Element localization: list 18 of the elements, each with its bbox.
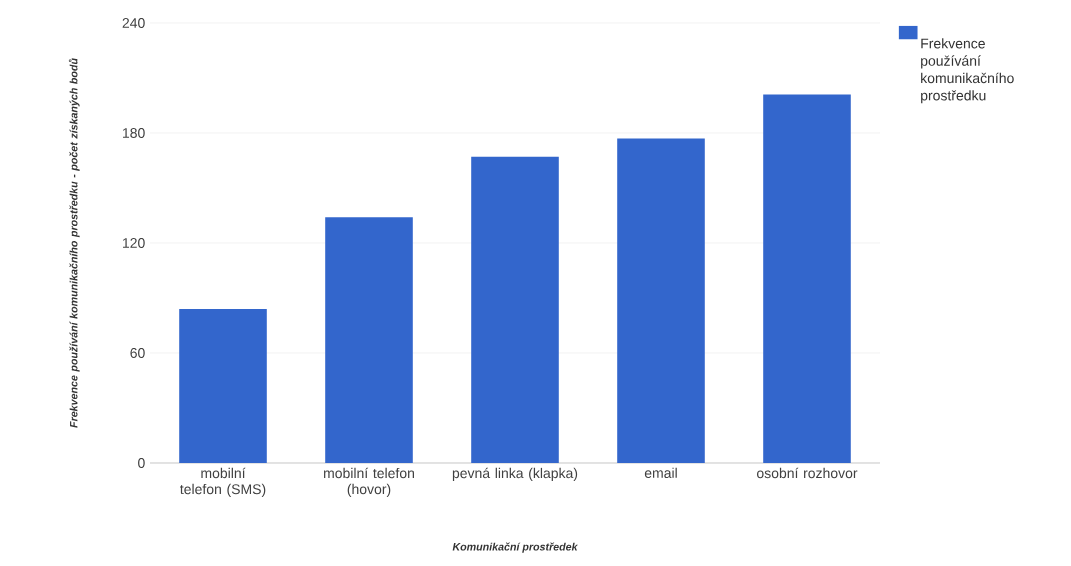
y-tick-label: 120: [123, 238, 145, 248]
legend-label: Frekvence používání komunikačního prostředku: [921, 38, 1014, 104]
bar: [179, 308, 267, 463]
bar: [617, 138, 705, 463]
bar: [471, 156, 559, 463]
y-tick-label: 60: [130, 348, 145, 358]
x-tick-label: mobilní telefon (hovor): [324, 467, 414, 497]
x-tick-label: email: [644, 467, 677, 478]
x-tick-label: pevná linka (klapka): [452, 467, 578, 481]
y-axis-title: Frekvence používání komunikačního prostředku - počet získaných bodů: [68, 58, 80, 428]
x-tick-label: osobní rozhovor: [757, 467, 858, 479]
y-tick-label: 240: [122, 18, 145, 28]
x-tick-label: mobilní telefon (SMS): [180, 467, 266, 497]
x-axis-title: Komunikační prostředek: [452, 542, 578, 553]
bar: [763, 94, 851, 463]
y-tick-label: 0: [138, 458, 145, 468]
bar: [325, 217, 413, 463]
y-tick-label: 180: [123, 128, 145, 138]
